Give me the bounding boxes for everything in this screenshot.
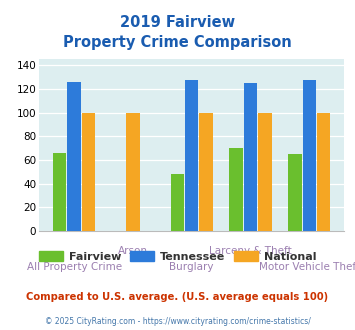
- Text: Arson: Arson: [118, 246, 148, 256]
- Bar: [200, 113, 213, 231]
- Bar: [170, 174, 184, 231]
- Text: 2019 Fairview: 2019 Fairview: [120, 15, 235, 30]
- Bar: [302, 80, 316, 231]
- Bar: [317, 113, 331, 231]
- Bar: [185, 80, 198, 231]
- Text: © 2025 CityRating.com - https://www.cityrating.com/crime-statistics/: © 2025 CityRating.com - https://www.city…: [45, 317, 310, 326]
- Bar: [126, 113, 140, 231]
- Legend: Fairview, Tennessee, National: Fairview, Tennessee, National: [34, 247, 321, 267]
- Bar: [82, 113, 95, 231]
- Bar: [229, 148, 243, 231]
- Text: Property Crime Comparison: Property Crime Comparison: [63, 35, 292, 50]
- Text: All Property Crime: All Property Crime: [27, 262, 122, 272]
- Bar: [244, 83, 257, 231]
- Bar: [53, 153, 66, 231]
- Bar: [258, 113, 272, 231]
- Bar: [288, 154, 302, 231]
- Text: Larceny & Theft: Larceny & Theft: [209, 246, 292, 256]
- Text: Motor Vehicle Theft: Motor Vehicle Theft: [259, 262, 355, 272]
- Bar: [67, 82, 81, 231]
- Text: Compared to U.S. average. (U.S. average equals 100): Compared to U.S. average. (U.S. average …: [26, 292, 329, 302]
- Text: Burglary: Burglary: [169, 262, 214, 272]
